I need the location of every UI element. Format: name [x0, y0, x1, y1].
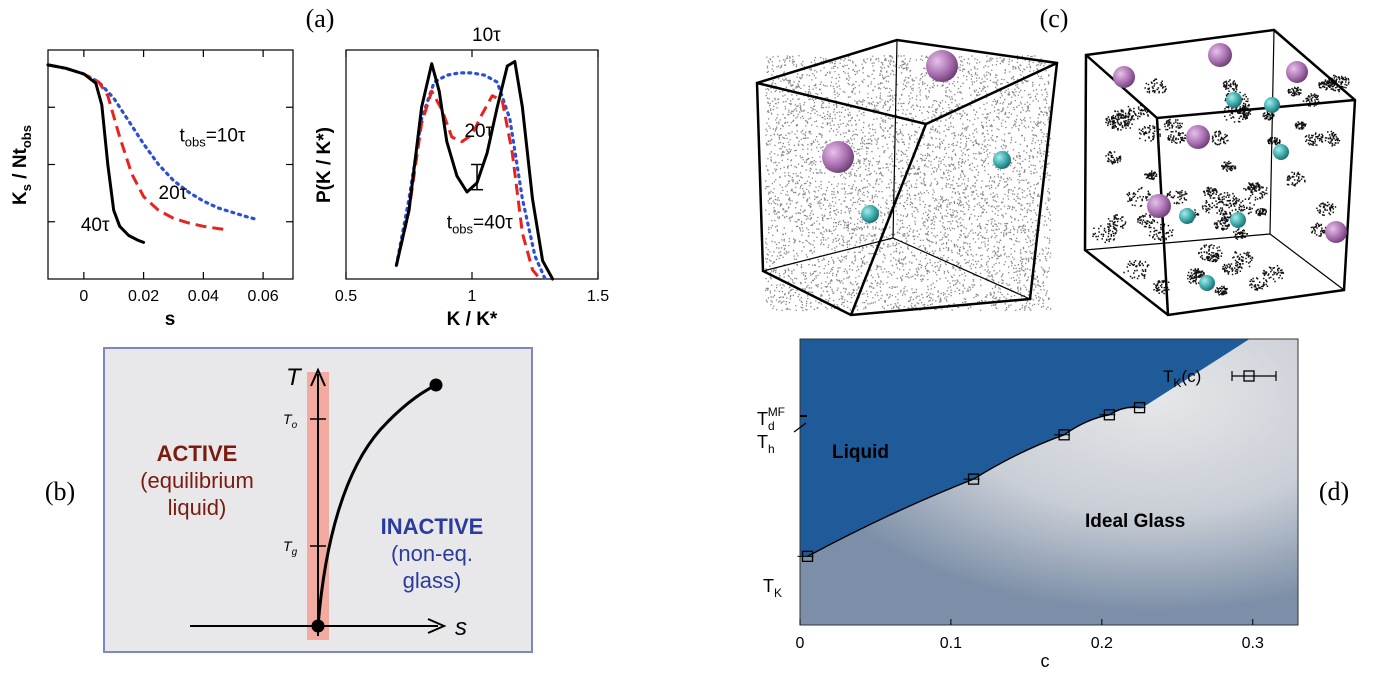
sphere-purple [1325, 221, 1347, 243]
x-tick-label-d: 0.3 [1242, 635, 1264, 652]
s-axis-label: s [455, 614, 467, 641]
x-tick-label: 0 [79, 288, 88, 305]
plot-frame-a-left [48, 50, 293, 279]
t-axis-label: T [286, 364, 303, 391]
phase-diagram-d: 0 0.1 0.2 0.3 c Liquid Ideal Glass TK(c) Td… [757, 339, 1298, 671]
inactive-title: INACTIVE [381, 514, 484, 539]
x-axis-label-d: c [1041, 651, 1050, 671]
liquid-label: Liquid [832, 442, 889, 463]
origin-point [312, 620, 325, 633]
inactive-sub1: (non-eq. [391, 541, 473, 566]
critical-point [430, 379, 443, 392]
series-annotation: 10τ [472, 25, 501, 46]
sphere-purple [926, 50, 958, 82]
x-tick-label: 0.06 [248, 288, 279, 305]
cube-back-edges-liquid [763, 40, 1030, 299]
sphere-teal [1179, 208, 1195, 224]
x-tick-label: 1.5 [587, 288, 609, 305]
panel-label-b: (b) [45, 477, 75, 506]
panel-label-c: (c) [1040, 4, 1069, 33]
sphere-teal [1199, 275, 1215, 291]
x-axis-label-a-left: s [165, 309, 176, 330]
chart-a-left: 0 0.02 0.04 0.06 tobs=10τ 20τ 40τ s Ks / Ntob… [10, 50, 293, 330]
series-dashed-red [396, 91, 540, 279]
x-tick-label-d: 0.1 [940, 635, 962, 652]
x-tick-label-d: 0 [796, 635, 805, 652]
y-axis-label-a-right: P(K / K*) [314, 127, 335, 203]
cube-edges-liquid [757, 63, 1057, 315]
series-annotation: 20τ [464, 121, 493, 142]
particle-clusters-glass [1092, 75, 1349, 296]
sphere-purple [1186, 125, 1210, 149]
sphere-purple [1286, 61, 1308, 83]
sphere-purple [1113, 66, 1135, 88]
chart-a-right: 0.5 1 1.5 10τ 20τ tobs=40τ K / K* P(K / K*) [314, 25, 609, 330]
x-tick-label: 1 [468, 288, 477, 305]
schematic-b: T s To Tg ACTIVE (equilibrium liquid) IN… [104, 348, 532, 652]
x-tick-label: 0.04 [188, 288, 219, 305]
active-sub1: (equilibrium [140, 468, 254, 493]
x-tick-label: 0.02 [128, 288, 159, 305]
series-annotation: tobs=40τ [447, 213, 513, 237]
x-tick-label-d: 0.2 [1091, 635, 1113, 652]
series-annotation: 20τ [159, 183, 188, 204]
sphere-teal [1273, 144, 1289, 160]
x-axis-label-a-right: K / K* [447, 309, 498, 330]
panel-label-d: (d) [1319, 477, 1349, 506]
inactive-sub2: glass) [403, 568, 462, 593]
label-td: TdMF [757, 405, 785, 433]
snapshot-liquid [757, 40, 1057, 315]
sphere-teal [1264, 97, 1280, 113]
label-tk: TK [763, 576, 782, 600]
x-tick-label: 0.5 [335, 288, 357, 305]
active-title: ACTIVE [157, 441, 238, 466]
panel-label-a: (a) [306, 4, 335, 33]
snapshot-glass [1085, 30, 1355, 315]
svg-text:Ks / Ntobs: Ks / Ntobs [10, 125, 34, 205]
sphere-teal [993, 151, 1011, 169]
sphere-teal [1226, 92, 1242, 108]
y-axis-label-a-left: Ks / Ntobs [10, 125, 34, 205]
series-annotation: tobs=10τ [179, 126, 245, 150]
sphere-purple [1147, 194, 1171, 218]
active-sub2: liquid) [168, 495, 227, 520]
label-th: Th [757, 432, 775, 456]
sphere-teal [1230, 212, 1246, 228]
sphere-purple [822, 141, 854, 173]
series-annotation: 40τ [81, 215, 110, 236]
sphere-teal [861, 205, 879, 223]
ideal-glass-label: Ideal Glass [1085, 511, 1185, 532]
particle-cloud-liquid [765, 55, 1051, 311]
series-solid-black [396, 62, 552, 280]
sphere-purple [1208, 43, 1232, 67]
